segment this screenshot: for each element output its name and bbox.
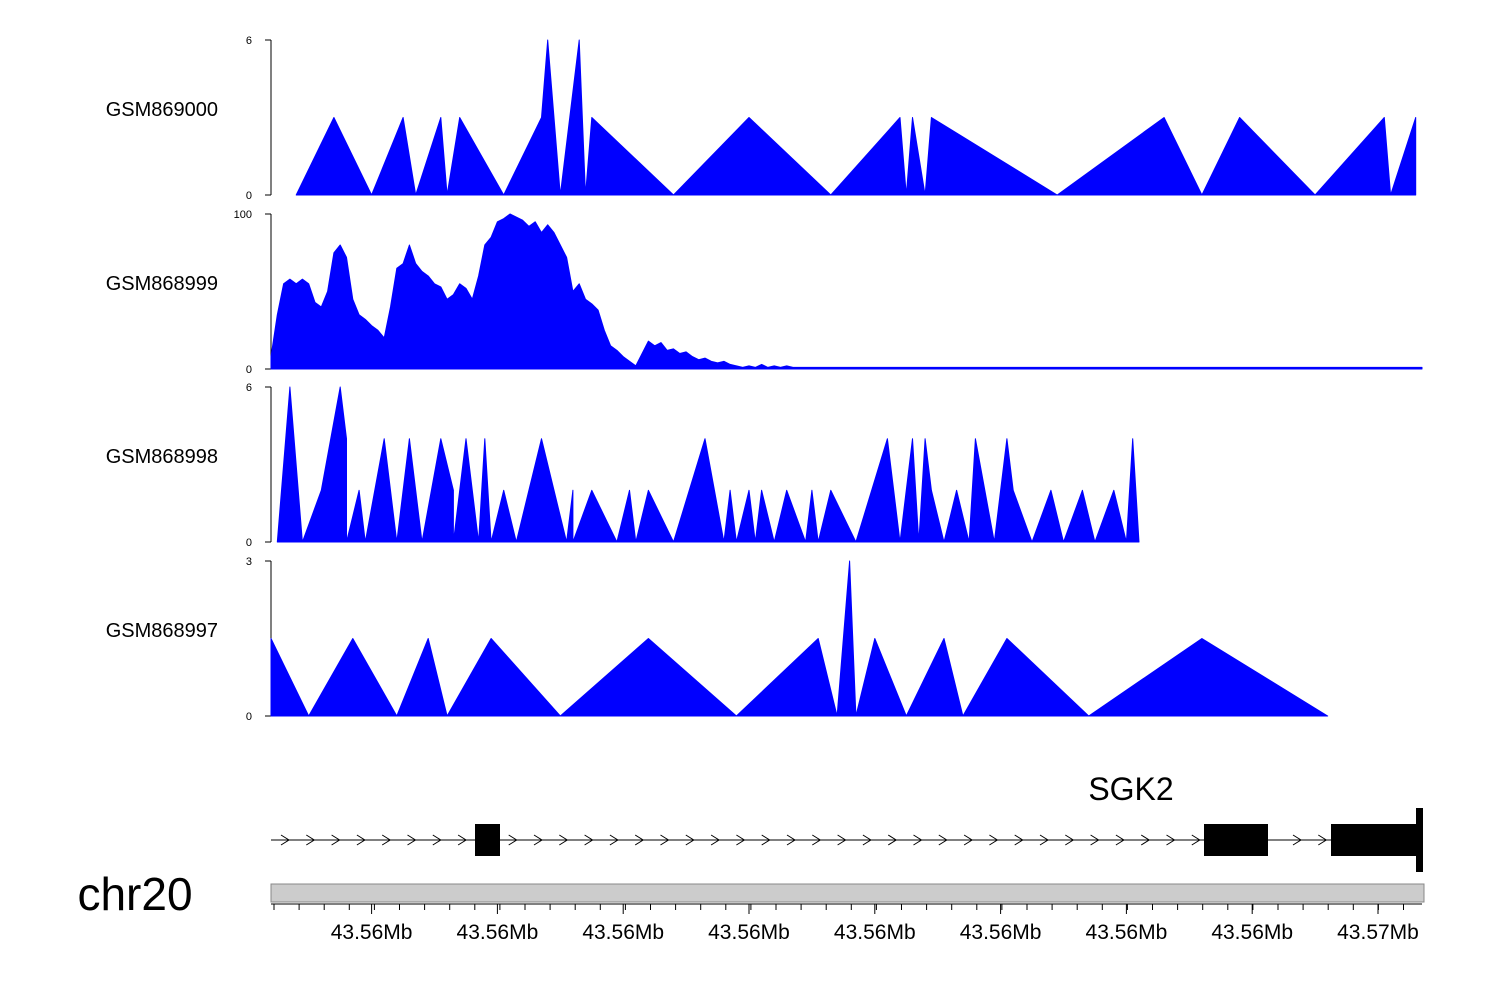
gene-end-bar [1416, 808, 1423, 872]
track-name-label: GSM868999 [106, 273, 218, 295]
strand-arrow-icon [559, 834, 569, 846]
strand-arrow-icon [306, 834, 316, 846]
y-tick-label: 0 [246, 711, 252, 723]
strand-arrow-icon [533, 834, 543, 846]
strand-arrow-icon [710, 834, 721, 846]
track-gsm868997: GSM868997 3 0 [106, 556, 1329, 723]
exon-block [1204, 824, 1268, 856]
strand-arrow-icon [736, 834, 746, 846]
track-name-label: GSM868997 [106, 620, 218, 642]
track-name-label: GSM869000 [106, 99, 218, 121]
y-tick-label: 0 [246, 364, 252, 376]
strand-arrow-icon [407, 834, 417, 846]
strand-arrow-icon [331, 834, 341, 846]
x-tick-label: 43.56Mb [457, 921, 539, 944]
y-tick-label: 0 [246, 190, 252, 202]
x-tick-label: 43.56Mb [960, 921, 1042, 944]
signal-area [270, 213, 1423, 370]
genome-axis-track: chr20 43.56Mb 43.56Mb 43.56Mb 43.56Mb 43.56M… [77, 868, 1425, 944]
strand-arrow-icon [660, 834, 670, 846]
strand-arrow-icon [381, 834, 392, 846]
strand-arrow-icon [1191, 834, 1201, 846]
strand-arrow-icon [356, 834, 366, 846]
strand-arrow-icon [508, 834, 518, 846]
strand-arrow-icon [432, 834, 442, 846]
strand-arrow-icon [913, 834, 923, 846]
signal-area [295, 39, 1417, 196]
exon-block [475, 824, 500, 856]
track-gsm868998: GSM868998 6 0 [106, 382, 1140, 549]
strand-arrow-icon [1115, 834, 1125, 846]
exon-block [1331, 824, 1422, 856]
y-tick-label: 6 [246, 382, 252, 394]
strand-arrow-icon [584, 834, 594, 846]
x-tick-label: 43.57Mb [1337, 921, 1419, 944]
strand-arrow-icon [1090, 834, 1100, 846]
strand-arrow-icon [1014, 834, 1024, 846]
x-tick-label: 43.56Mb [1211, 921, 1293, 944]
strand-arrow-icon [963, 834, 974, 846]
chromosome-ideogram-bar [270, 883, 1425, 903]
x-tick-label: 43.56Mb [331, 921, 413, 944]
strand-arrow-icon [862, 834, 872, 846]
signal-area [276, 386, 1140, 543]
strand-arrow-icon [280, 834, 290, 846]
y-tick-label: 100 [234, 209, 252, 221]
track-name-label: GSM868998 [106, 446, 218, 468]
strand-arrow-icon [1039, 834, 1049, 846]
strand-arrow-icon [837, 834, 847, 846]
signal-area [270, 560, 1329, 717]
y-tick-label: 3 [246, 556, 252, 568]
strand-arrow-icon [609, 834, 619, 846]
y-tick-label: 0 [246, 537, 252, 549]
strand-arrow-icon [938, 834, 948, 846]
strand-arrow-icon [1166, 834, 1176, 846]
x-tick-label: 43.56Mb [582, 921, 664, 944]
gene-model-track: SGK2 [271, 771, 1423, 872]
strand-arrow-icon [786, 834, 796, 846]
x-tick-label: 43.56Mb [1086, 921, 1168, 944]
gene-label: SGK2 [1088, 771, 1173, 807]
track-gsm868999: GSM868999 100 0 [106, 209, 1423, 376]
strand-arrow-icon [761, 834, 771, 846]
strand-arrow-icon [989, 834, 999, 846]
strand-arrow-icon [1292, 834, 1302, 846]
strand-arrow-icon [887, 834, 898, 846]
strand-arrow-icon [685, 834, 695, 846]
x-tick-label: 43.56Mb [834, 921, 916, 944]
signal-tracks: GSM86900060GSM8689991000GSM86899860GSM86… [106, 35, 1423, 723]
x-tick-label: 43.56Mb [708, 921, 790, 944]
strand-arrow-icon [457, 834, 468, 846]
track-gsm869000: GSM869000 6 0 [106, 35, 1417, 202]
strand-arrow-icon [634, 834, 645, 846]
chromosome-label: chr20 [77, 868, 192, 920]
strand-arrow-icon [1140, 834, 1151, 846]
strand-arrow-icon [1318, 834, 1328, 846]
strand-arrow-icon [812, 834, 822, 846]
strand-arrow-icon [1065, 834, 1075, 846]
y-tick-label: 6 [246, 35, 252, 47]
